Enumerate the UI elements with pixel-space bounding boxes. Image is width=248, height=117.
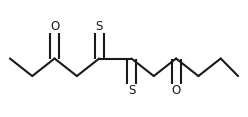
Text: S: S: [95, 20, 103, 33]
Text: S: S: [128, 84, 135, 97]
Text: O: O: [171, 84, 181, 97]
Text: O: O: [50, 20, 59, 33]
